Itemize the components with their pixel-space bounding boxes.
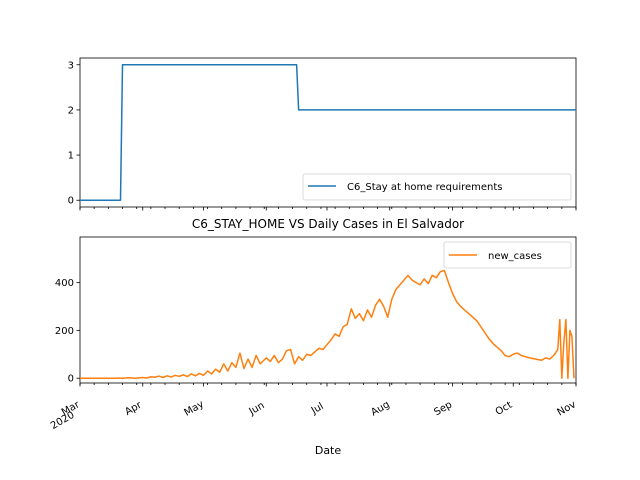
top-x-ticks <box>79 207 577 211</box>
bottom-legend: new_cases <box>443 241 572 269</box>
top-legend-box <box>302 173 572 201</box>
bottom-legend-label: new_cases <box>488 251 542 262</box>
top-legend: C6_Stay at home requirements <box>302 173 572 201</box>
bottom-series-line <box>80 269 575 379</box>
top-y-tick-label: 2 <box>68 105 74 116</box>
bottom-chart-title: C6_STAY_HOME VS Daily Cases in El Salvad… <box>192 217 464 231</box>
top-y-tick-label: 0 <box>68 196 74 207</box>
bottom-y-tick-label: 200 <box>55 326 74 337</box>
bottom-y-ticks: 0 200 400 <box>55 278 80 385</box>
top-axes: 0 1 2 3 C6_Stay at home requirements <box>68 57 577 211</box>
top-y-tick-label: 3 <box>68 60 74 71</box>
top-series-line <box>80 64 576 201</box>
top-series-lines <box>80 64 576 201</box>
bottom-series-lines <box>80 269 575 379</box>
bottom-x-axis-label: Date <box>315 444 342 457</box>
bottom-plot-frame <box>79 236 577 384</box>
bottom-y-tick-label: 0 <box>68 374 74 385</box>
top-plot-frame <box>79 57 577 208</box>
bottom-y-tick-label: 400 <box>55 278 74 289</box>
top-legend-label: C6_Stay at home requirements <box>347 182 503 193</box>
top-y-tick-label: 1 <box>68 151 74 162</box>
top-y-ticks: 0 1 2 3 <box>68 60 80 207</box>
bottom-legend-box <box>443 241 572 269</box>
